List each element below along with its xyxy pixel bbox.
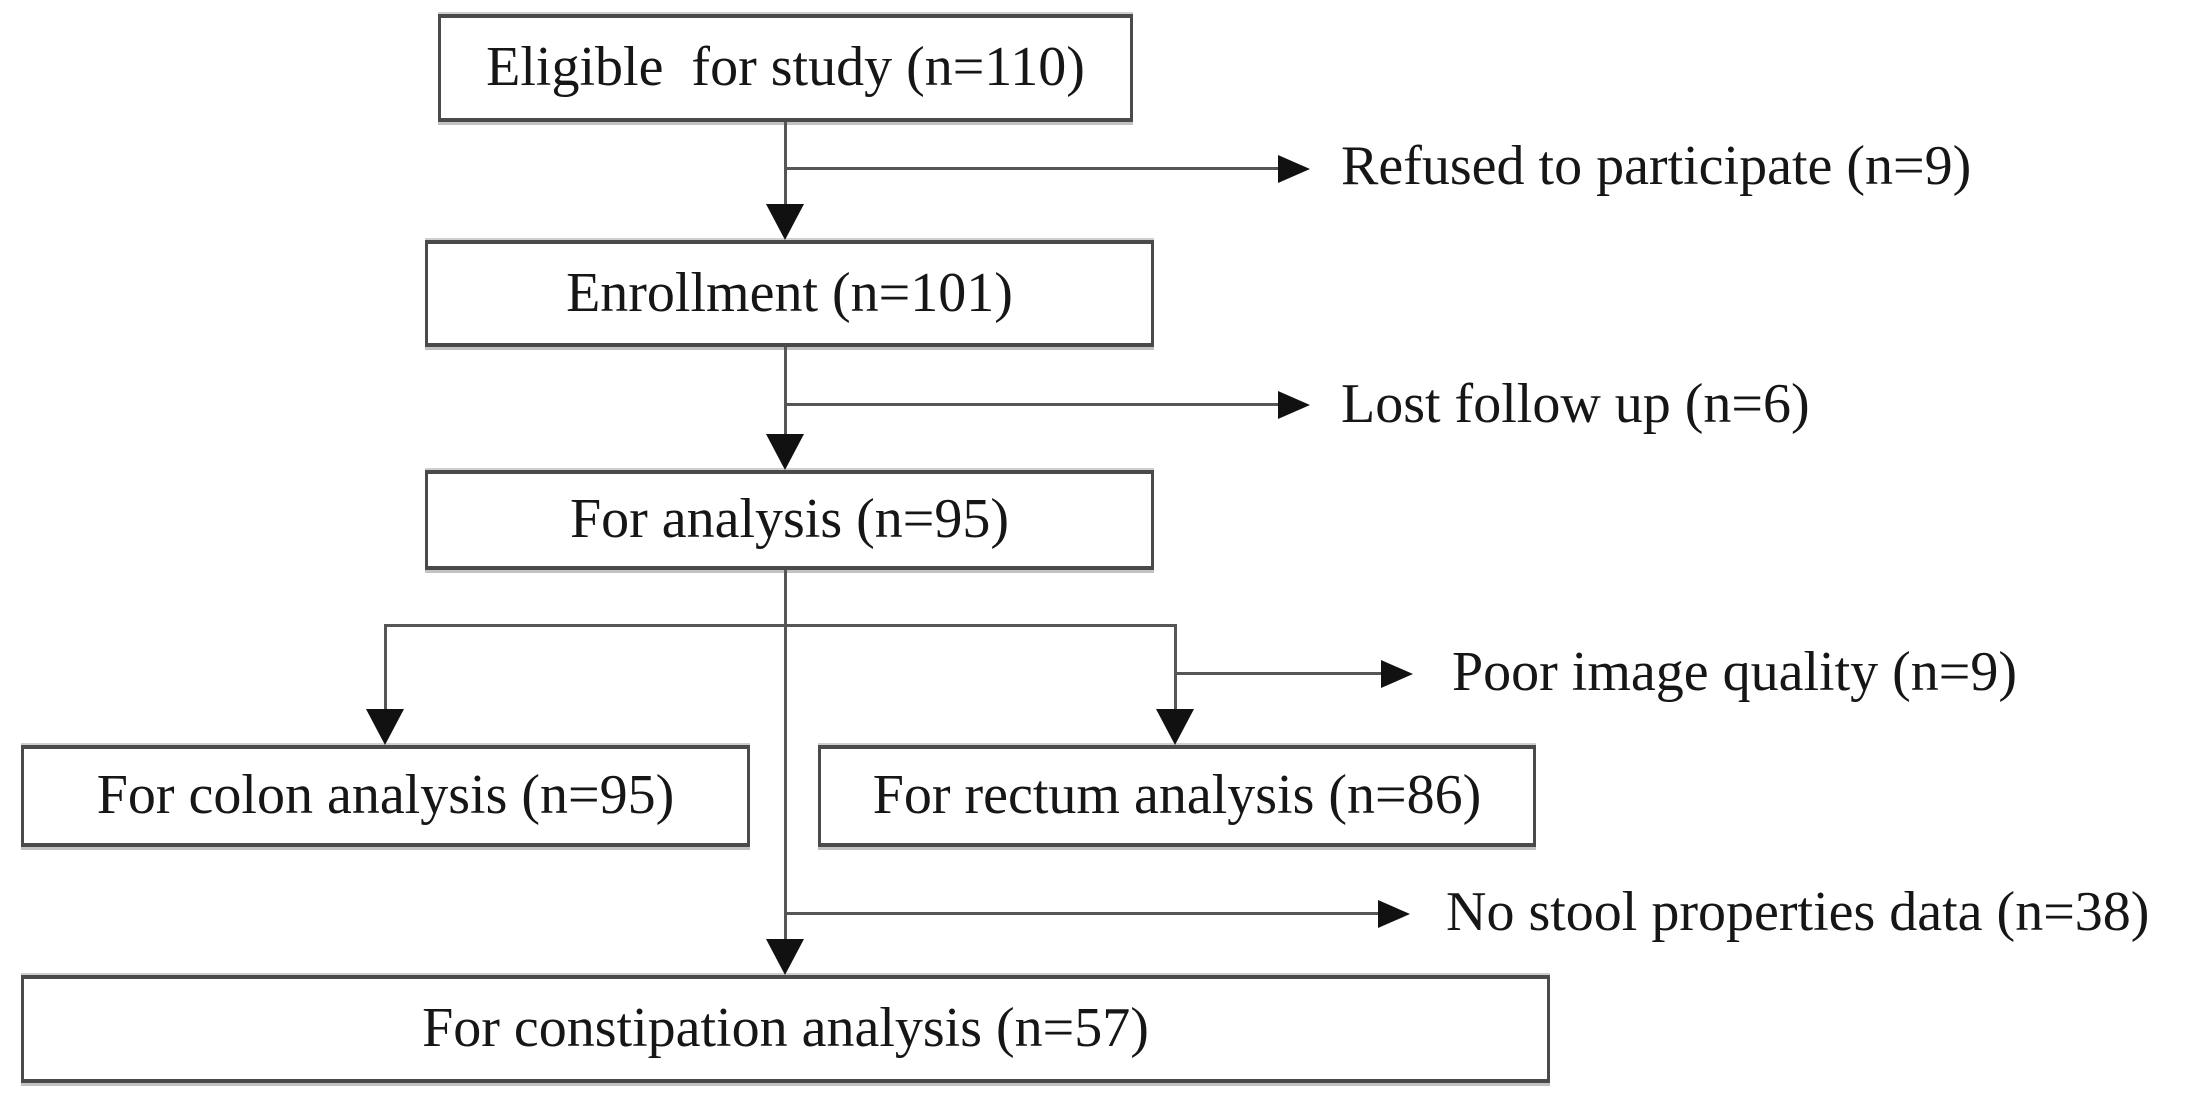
node-colon-analysis: For colon analysis (n=95) — [21, 745, 750, 847]
node-label: For colon analysis (n=95) — [96, 764, 675, 827]
node-label: Enrollment (n=101) — [566, 261, 1013, 324]
node-eligible-for-study: Eligible for study (n=110) — [438, 14, 1133, 122]
node-label: Eligible for study (n=110) — [486, 36, 1085, 99]
exclusion-refused-to-participate: Refused to participate (n=9) — [1341, 135, 1972, 197]
node-label: For analysis (n=95) — [569, 488, 1010, 551]
connector-refused-branch — [785, 167, 1280, 170]
connector-branch-bar — [385, 624, 1176, 627]
connector-enrollment-to-analysis — [784, 347, 787, 436]
connector-poor-quality-branch — [1175, 672, 1383, 675]
node-for-analysis: For analysis (n=95) — [425, 470, 1154, 570]
connector-lost-branch — [785, 403, 1280, 406]
arrow-right-icon — [1278, 155, 1310, 183]
arrow-right-icon — [1378, 900, 1410, 928]
connector-to-rectum — [1174, 624, 1177, 709]
arrow-right-icon — [1278, 391, 1310, 419]
arrow-down-icon — [766, 939, 804, 975]
node-label: For rectum analysis (n=86) — [872, 764, 1482, 827]
arrow-down-icon — [366, 709, 404, 745]
connector-eligible-to-enrollment — [784, 122, 787, 206]
exclusion-poor-image-quality: Poor image quality (n=9) — [1452, 641, 2018, 703]
arrow-down-icon — [766, 204, 804, 240]
arrow-down-icon — [766, 434, 804, 470]
node-enrollment: Enrollment (n=101) — [425, 240, 1154, 347]
node-label: For constipation analysis (n=57) — [422, 997, 1149, 1060]
connector-to-colon — [384, 624, 387, 709]
exclusion-lost-follow-up: Lost follow up (n=6) — [1341, 373, 1810, 435]
connector-analysis-to-constipation — [784, 570, 787, 941]
node-constipation-analysis: For constipation analysis (n=57) — [21, 975, 1550, 1083]
connector-no-stool-branch — [785, 912, 1380, 915]
arrow-down-icon — [1156, 709, 1194, 745]
arrow-right-icon — [1381, 660, 1413, 688]
node-rectum-analysis: For rectum analysis (n=86) — [818, 745, 1536, 847]
exclusion-no-stool-data: No stool properties data (n=38) — [1446, 881, 2150, 943]
